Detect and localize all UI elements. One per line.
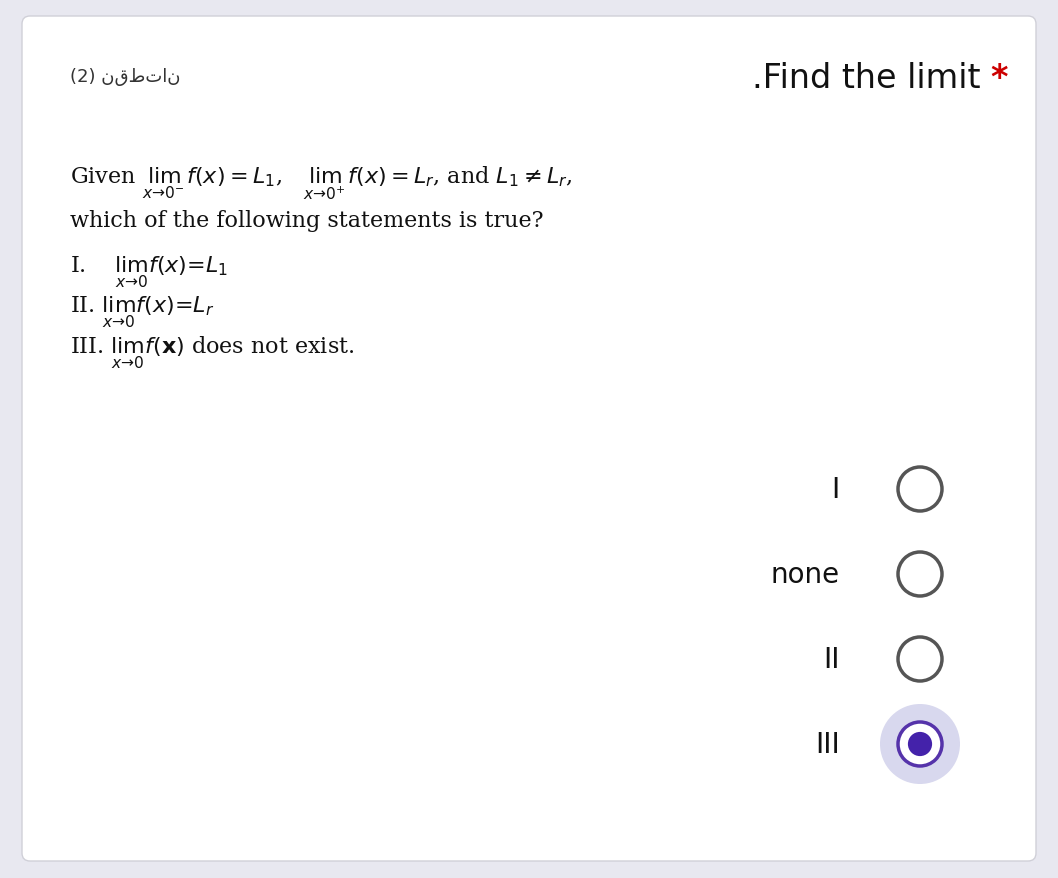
Text: II. $\lim_{x\to0} f(x) = L_r$: II. $\lim_{x\to0} f(x) = L_r$ bbox=[70, 295, 215, 330]
Text: *: * bbox=[990, 62, 1007, 95]
Text: II: II bbox=[823, 645, 840, 673]
Circle shape bbox=[898, 467, 942, 511]
FancyBboxPatch shape bbox=[22, 17, 1036, 861]
Text: I: I bbox=[832, 476, 840, 503]
Circle shape bbox=[908, 732, 932, 756]
Text: which of the following statements is true?: which of the following statements is tru… bbox=[70, 210, 544, 232]
Circle shape bbox=[880, 704, 960, 784]
Text: I.    $\lim_{x\to0} f(x) = L_1$: I. $\lim_{x\to0} f(x) = L_1$ bbox=[70, 255, 227, 290]
Text: III: III bbox=[816, 730, 840, 758]
Text: III. $\lim_{x\to0} f(\mathbf{x})$ does not exist.: III. $\lim_{x\to0} f(\mathbf{x})$ does n… bbox=[70, 335, 354, 371]
Text: Given $\lim_{x\to0^-} f(x) = L_1$,   $\lim_{x\to0^+} f(x) = L_r$, and $L_1 \neq : Given $\lim_{x\to0^-} f(x) = L_1$, $\lim… bbox=[70, 165, 572, 202]
Circle shape bbox=[898, 552, 942, 596]
Circle shape bbox=[898, 723, 942, 766]
Text: none: none bbox=[771, 560, 840, 588]
Text: .Find the limit: .Find the limit bbox=[751, 62, 980, 95]
Text: (2) نقطتان: (2) نقطتان bbox=[70, 68, 181, 86]
Circle shape bbox=[898, 637, 942, 681]
